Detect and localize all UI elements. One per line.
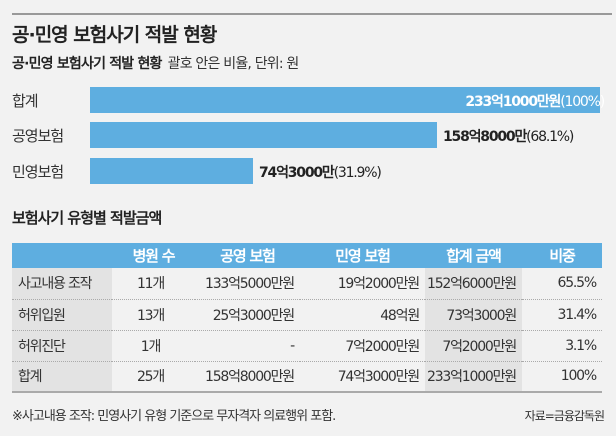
table-cell: 25개: [112, 361, 195, 393]
bar-amount: 74억3000만: [259, 165, 335, 181]
bar-row: 합계 233억1000만원(100%): [12, 87, 612, 113]
bar-row: 공영보험 158억8000만(68.1%): [12, 122, 612, 148]
table-cell: 1개: [112, 330, 195, 362]
bar-value-label: 74억3000만(31.9%): [259, 162, 382, 182]
bar-percent: (31.9%): [333, 165, 382, 181]
bar-percent: (100%): [560, 94, 605, 110]
chart-note: 괄호 안은 비율, 단위: 원: [167, 56, 300, 72]
column-header: 비중: [522, 243, 602, 268]
column-header: 민영 보험: [300, 243, 425, 268]
bar: [90, 158, 253, 184]
chart-title: 공·민영 보험사기 적발 현황: [12, 56, 162, 72]
bar-percent: (68.1%): [526, 129, 574, 145]
column-header: 병원 수: [112, 243, 195, 268]
table-cell: 233억1000만원: [425, 361, 522, 393]
bar: [90, 87, 600, 113]
table-row: 허위진단 1개 -7억2000만원 7억2000만원 3.1%: [12, 330, 602, 362]
column-header: 합계 금액: [425, 243, 522, 268]
table-cell: 48억원: [300, 299, 425, 331]
table-cell: 7억2000만원: [300, 330, 425, 362]
bar-amount: 158억8000만: [443, 129, 527, 145]
row-label: 허위입원: [12, 299, 112, 331]
table-cell: 100%: [522, 361, 602, 393]
bar-value-label: 233억1000만원(100%): [465, 91, 605, 111]
column-header: [12, 243, 112, 268]
table-cell: 25억3000만원: [195, 299, 300, 331]
table-row: 사고내용 조작 11개 133억5000만원 19억2000만원 152억6000만원 6…: [12, 268, 602, 300]
page-title: 공·민영 보험사기 적발 현황: [12, 24, 217, 46]
bar-label: 공영보험: [12, 127, 64, 145]
bar: [90, 122, 437, 148]
table-cell: 19억2000만원: [300, 268, 425, 300]
table-cell: 133억5000만원: [195, 268, 300, 300]
row-label: 합계: [12, 361, 112, 393]
table-cell: 73억3000원: [425, 299, 522, 331]
table-header-row: 병원 수 공영 보험 민영 보험 합계 금액 비중: [12, 243, 602, 268]
footnote: ※사고내용 조작: 민영사기 유형 기준으로 무자격자 의료행위 포함.: [12, 409, 336, 424]
bar-value-label: 158억8000만(68.1%): [443, 126, 574, 146]
bar-row: 민영보험 74억3000만(31.9%): [12, 158, 612, 184]
table-cell: 152억6000만원: [425, 268, 522, 300]
table-cell: -: [195, 330, 300, 362]
top-rule: [12, 13, 612, 15]
row-label: 사고내용 조작: [12, 268, 112, 300]
table-cell: 11개: [112, 268, 195, 300]
table-cell: 74억3000만원: [300, 361, 425, 393]
bar-label: 민영보험: [12, 163, 64, 181]
table-title: 보험사기 유형별 적발금액: [12, 209, 162, 227]
table-cell: 65.5%: [522, 268, 602, 300]
fraud-type-table: 병원 수 공영 보험 민영 보험 합계 금액 비중 사고내용 조작 11개 133억5000…: [12, 243, 602, 393]
source: 자료=금융감독원: [524, 409, 605, 423]
table-cell: 31.4%: [522, 299, 602, 331]
table-row: 합계 25개 158억8000만원 74억3000만원 233억1000만원 100%: [12, 361, 602, 393]
table-cell: 158억8000만원: [195, 361, 300, 393]
table-row: 허위입원 13개 25억3000만원 48억원 73억3000원 31.4%: [12, 299, 602, 331]
row-label: 허위진단: [12, 330, 112, 362]
table-cell: 7억2000만원: [425, 330, 522, 362]
table-cell: 3.1%: [522, 330, 602, 362]
bar-label: 합계: [12, 92, 39, 110]
column-header: 공영 보험: [195, 243, 300, 268]
table-cell: 13개: [112, 299, 195, 331]
bar-amount: 233억1000만원: [465, 94, 561, 110]
chart-subtitle: 공·민영 보험사기 적발 현황 괄호 안은 비율, 단위: 원: [12, 53, 299, 73]
